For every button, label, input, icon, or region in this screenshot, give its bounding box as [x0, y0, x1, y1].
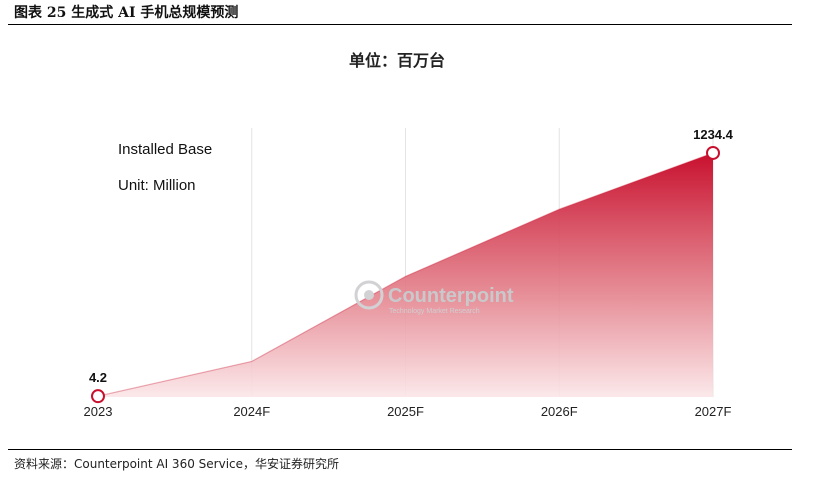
watermark: Counterpoint Technology Market Research	[354, 280, 514, 315]
x-tick-2026F: 2026F	[541, 404, 578, 419]
x-tick-2023: 2023	[84, 404, 113, 419]
marker-2023	[91, 389, 105, 404]
watermark-text: Counterpoint	[388, 285, 514, 307]
data-label-2023: 4.2	[89, 370, 107, 385]
marker-2027F	[706, 145, 720, 160]
x-tick-2025F: 2025F	[387, 404, 424, 419]
x-tick-2027F: 2027F	[695, 404, 732, 419]
top-rule	[8, 24, 792, 25]
area-layer	[97, 152, 714, 397]
chart-title: 单位：百万台	[349, 51, 445, 70]
series-area-0	[98, 153, 713, 397]
annotation-installed-base: Installed Base	[118, 141, 212, 158]
source-note: 资料来源：Counterpoint AI 360 Service，华安证券研究所	[14, 457, 340, 471]
watermark-subtext: Technology Market Research	[389, 308, 480, 315]
data-markers: 4.2 1234.4	[89, 127, 734, 404]
bottom-rule	[8, 449, 792, 450]
data-label-2027F: 1234.4	[693, 127, 734, 142]
series-line-0	[97, 152, 714, 397]
counterpoint-logo-dot	[364, 290, 374, 300]
counterpoint-logo-icon	[354, 280, 384, 310]
annotation-unit: Unit: Million	[118, 177, 196, 194]
x-tick-labels: 2023 2024F 2025F 2026F 2027F	[84, 404, 732, 419]
figure-title: 图表 25 生成式 AI 手机总规模预测	[14, 5, 239, 21]
x-tick-2024F: 2024F	[233, 404, 270, 419]
